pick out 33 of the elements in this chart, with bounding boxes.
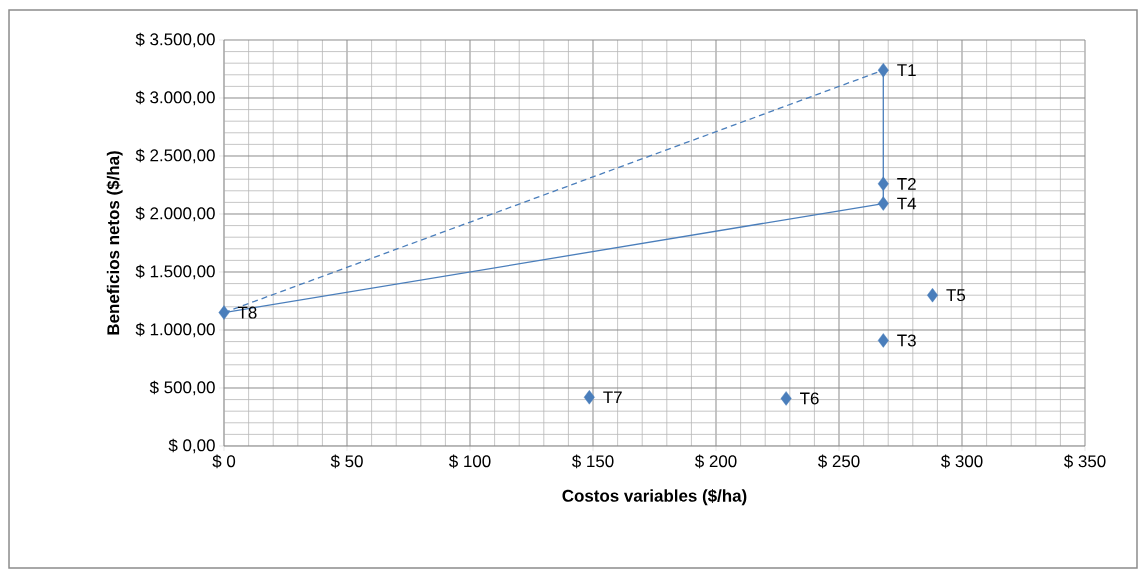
annotation: T6	[800, 392, 819, 405]
point	[877, 333, 889, 348]
point	[877, 196, 889, 211]
x-tick-label: $ 0	[212, 454, 236, 469]
y-tick-label: $ 2.500,00	[135, 148, 215, 164]
point	[877, 176, 889, 192]
annotation: T3	[897, 334, 916, 347]
x-tick-label: $ 350	[1064, 454, 1106, 469]
y-tick-label: $ 3.000,00	[135, 90, 215, 106]
y-tick-label: $ 1.000,00	[135, 322, 215, 338]
x-tick-label: $ 250	[818, 454, 860, 469]
x-tick-label: $ 200	[695, 454, 737, 469]
y-axis-title: Beneficios netos ($/ha)	[106, 151, 123, 335]
y-tick-label: $ 1.500,00	[135, 264, 215, 280]
annotation: T5	[946, 289, 966, 302]
y-tick-label: $ 2.000,00	[135, 206, 215, 222]
point	[877, 62, 889, 78]
x-tick-label: $ 150	[572, 454, 614, 469]
y-tick-label: $ 500,00	[149, 380, 215, 396]
x-axis-title: Costos variables ($/ha)	[562, 489, 747, 506]
x-tick-label: $ 300	[941, 454, 983, 469]
annotation: T8	[237, 306, 257, 319]
annotation: T4	[897, 197, 917, 210]
point	[780, 391, 792, 406]
x-tick-label: $ 50	[330, 454, 363, 469]
annotation: T2	[897, 177, 916, 190]
annotation: T1	[897, 64, 916, 76]
y-tick-label: $ 3.500,00	[135, 32, 215, 48]
point	[218, 305, 230, 320]
point	[583, 390, 595, 405]
y-tick-label: $ 0,00	[168, 438, 215, 454]
x-tick-label: $ 100	[449, 454, 491, 469]
annotation: T7	[603, 391, 622, 404]
